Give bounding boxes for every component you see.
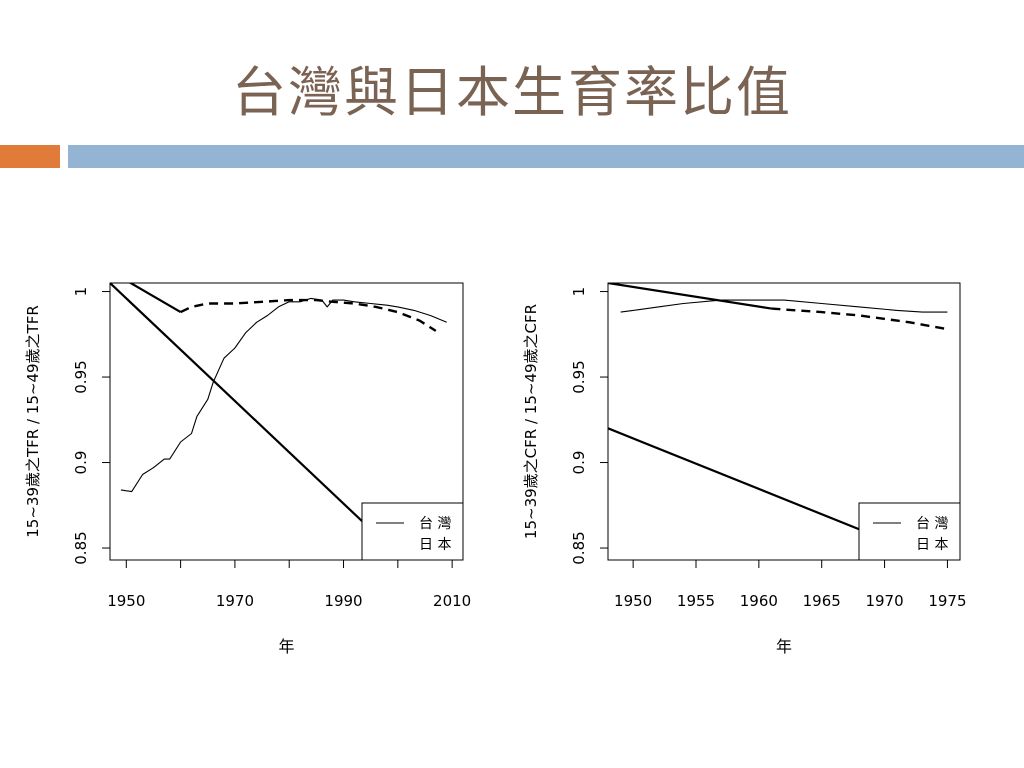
y-tick-label: 0.85 [570, 531, 588, 564]
x-axis-label: 年 [278, 637, 294, 656]
series-line-日本 [180, 298, 437, 332]
legend-box [858, 502, 961, 561]
series-line-unlabeled-3 [608, 427, 886, 541]
accent-bar [0, 145, 60, 168]
y-axis-label: 15~39歲之TFR / 15~49歲之TFR [24, 305, 42, 538]
legend: 台 灣日 本 [858, 502, 961, 561]
y-tick-label: 1 [570, 287, 588, 297]
x-tick-label: 1970 [216, 592, 254, 610]
legend-label: 台 灣 [419, 516, 451, 532]
legend-box [361, 502, 464, 561]
series-line-台灣 [620, 299, 948, 313]
series-line-unlabeled-2 [128, 283, 182, 314]
series-line-unlabeled-2 [608, 283, 772, 310]
x-tick-label: 1990 [324, 592, 362, 610]
x-tick-label: 1970 [865, 592, 903, 610]
plot-frame [109, 282, 464, 561]
y-tick-label: 0.9 [72, 451, 90, 475]
x-tick-label: 1950 [107, 592, 145, 610]
legend-label: 日 本 [419, 537, 451, 553]
plot-frame [607, 282, 961, 561]
x-tick-label: 1950 [614, 592, 652, 610]
series-line-台灣 [120, 297, 447, 493]
y-tick-label: 0.95 [570, 360, 588, 393]
y-tick-label: 0.9 [570, 451, 588, 475]
series-line-unlabeled-3 [110, 283, 383, 541]
y-tick-label: 0.95 [72, 360, 90, 393]
legend: 台 灣日 本 [361, 502, 464, 561]
x-tick-label: 2010 [433, 592, 471, 610]
legend-label: 台 灣 [916, 516, 948, 532]
header-rule-bar [68, 145, 1024, 168]
legend-label: 日 本 [916, 537, 948, 553]
series-line-日本 [771, 307, 948, 331]
y-tick-label: 0.85 [72, 531, 90, 564]
x-axis-label: 年 [776, 637, 792, 656]
chart-2: 1950 1955 1960 1965 1970 1975 0.85 0.9 0.95 1 年 15~… [522, 282, 967, 656]
x-tick-label: 1955 [677, 592, 715, 610]
x-tick-label: 1965 [803, 592, 841, 610]
slide-title: 台灣與日本生育率比值 [232, 61, 792, 124]
x-tick-label: 1960 [740, 592, 778, 610]
chart-1: 1950 1970 1990 2010 0.85 0.9 0.95 1 年 15~39歲之TFR … [24, 282, 471, 656]
x-tick-label: 1975 [928, 592, 966, 610]
y-tick-label: 1 [72, 287, 90, 297]
y-axis-label: 15~39歲之CFR / 15~49歲之CFR [522, 304, 540, 539]
